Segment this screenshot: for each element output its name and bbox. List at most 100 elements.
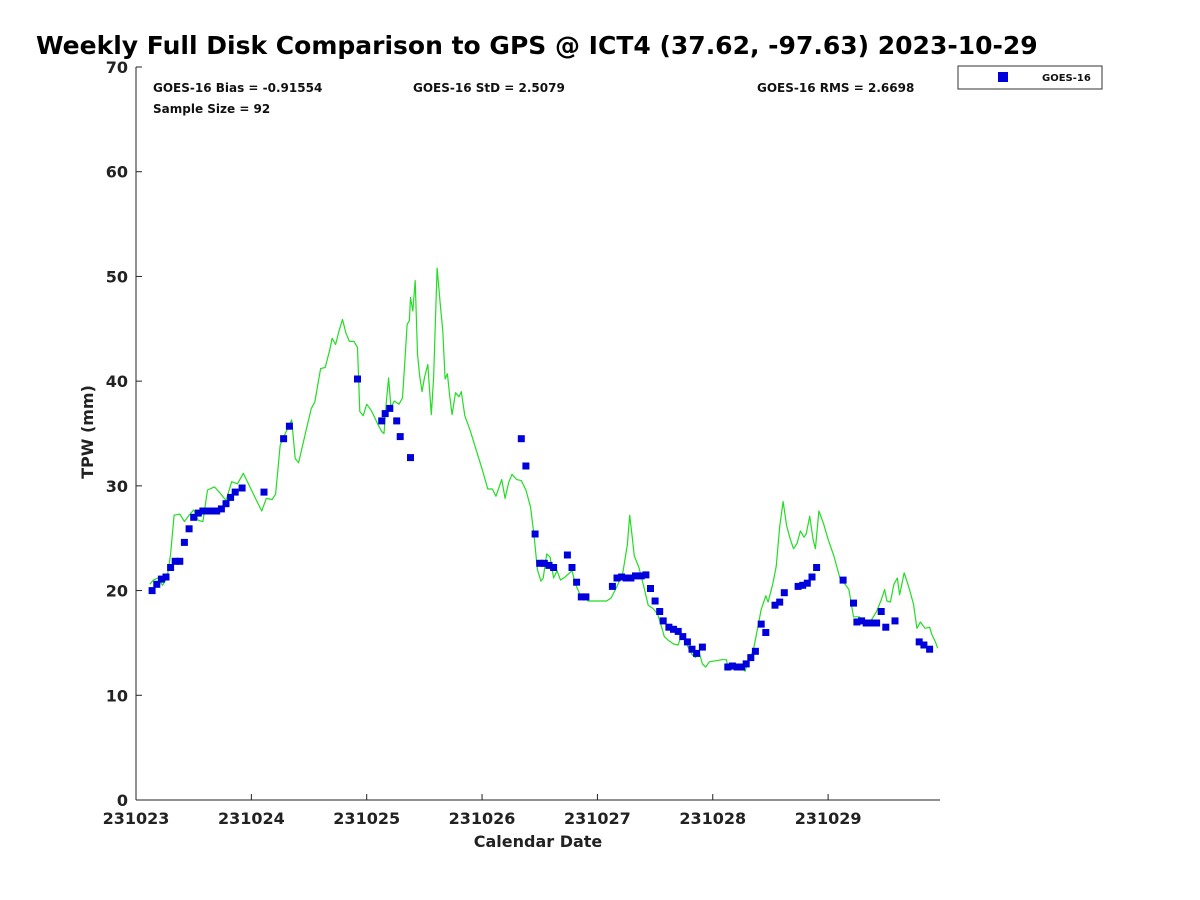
goes16-point	[204, 507, 211, 515]
goes16-point	[176, 557, 184, 565]
goes16-point	[858, 617, 866, 625]
goes16-point	[733, 663, 741, 671]
goes16-point	[751, 647, 759, 655]
goes16-point	[762, 629, 770, 636]
goes16-point	[213, 507, 221, 515]
goes16-point	[632, 572, 639, 580]
goes16-point	[407, 454, 414, 462]
x-ticks: 231023 231024 231025 231026 231027 231028 2310…	[103, 794, 862, 828]
goes16-point	[157, 575, 165, 583]
goes16-point	[794, 582, 802, 590]
goes16-point	[674, 627, 682, 635]
goes16-point	[627, 574, 635, 582]
goes16-point	[803, 579, 811, 587]
goes16-point	[199, 507, 207, 515]
x-tick-label: 231025	[333, 809, 400, 828]
goes16-point	[573, 578, 581, 586]
goes16-point	[167, 564, 175, 571]
goes16-point	[540, 559, 548, 567]
goes16-point	[227, 493, 235, 501]
goes16-point	[171, 557, 179, 565]
y-tick-label: 30	[106, 477, 128, 496]
legend: GOES-16	[957, 65, 1103, 90]
goes16-point	[222, 500, 230, 508]
goes16-point	[693, 649, 701, 657]
goes16-point	[724, 663, 732, 671]
goes16-point	[563, 551, 571, 559]
goes16-point	[396, 433, 404, 441]
goes16-point	[656, 608, 664, 615]
y-ticks: 0 10 20 30 40 50 60 70	[106, 58, 142, 810]
goes16-point	[545, 561, 553, 569]
goes16-point	[742, 660, 750, 668]
goes16-point	[853, 618, 861, 626]
goes16-point	[891, 617, 899, 625]
goes16-point	[613, 574, 621, 582]
y-tick-label: 50	[106, 267, 128, 286]
y-tick-label: 60	[106, 163, 128, 182]
y-tick-label: 0	[117, 791, 128, 810]
goes16-point	[354, 375, 361, 383]
goes16-point	[238, 484, 246, 492]
goes16-point	[190, 513, 198, 521]
goes16-point	[877, 608, 885, 615]
goes16-point	[659, 617, 667, 625]
goes16-point	[867, 619, 875, 627]
goes16-point	[162, 573, 170, 581]
goes16-point	[915, 638, 923, 646]
y-tick-label: 10	[106, 686, 128, 705]
sample-size-stat: Sample Size = 92	[153, 102, 270, 116]
goes16-point	[850, 599, 857, 607]
goes16-point	[531, 530, 539, 538]
goes16-point	[873, 619, 881, 627]
goes16-point	[926, 645, 934, 653]
goes16-point	[862, 619, 870, 627]
goes16-point	[698, 643, 706, 651]
y-tick-label: 20	[106, 582, 128, 601]
goes16-point	[882, 623, 890, 631]
goes16-point	[180, 538, 188, 546]
goes16-point	[618, 573, 626, 581]
x-tick-label: 231029	[795, 809, 862, 828]
series-line	[149, 267, 939, 672]
chart-title: Weekly Full Disk Comparison to GPS @ ICT…	[36, 31, 1038, 60]
goes16-point	[568, 564, 576, 571]
legend-label-goes16: GOES-16	[1042, 73, 1091, 84]
goes16-point	[637, 572, 645, 580]
goes16-point	[185, 525, 193, 533]
series-layer	[148, 267, 939, 672]
goes16-point	[622, 574, 630, 582]
goes16-point	[582, 593, 590, 601]
x-tick-label: 231024	[218, 809, 285, 828]
goes16-point	[148, 587, 156, 595]
goes16-point	[747, 654, 755, 662]
legend-marker-goes16	[998, 72, 1008, 82]
y-axis-label: TPW (mm)	[78, 385, 97, 479]
goes16-point	[839, 576, 847, 584]
goes16-point	[386, 404, 394, 412]
goes16-point	[683, 638, 691, 646]
goes16-point	[550, 564, 558, 571]
goes16-point	[776, 598, 784, 606]
goes16-point	[522, 462, 530, 470]
y-tick-label: 70	[106, 58, 128, 77]
legend-box	[957, 65, 1103, 90]
rms-stat: GOES-16 RMS = 2.6698	[757, 81, 914, 95]
goes16-point	[280, 435, 288, 443]
goes16-point	[780, 589, 788, 597]
goes16-point	[231, 488, 239, 496]
goes16-point	[651, 597, 659, 605]
goes16-point	[813, 564, 821, 571]
goes16-point	[194, 509, 202, 517]
goes16-point	[642, 571, 650, 579]
goes16-point	[285, 422, 293, 430]
x-tick-label: 231028	[679, 809, 746, 828]
goes16-point	[665, 623, 673, 631]
goes16-point	[381, 410, 389, 418]
x-tick-label: 231027	[564, 809, 631, 828]
goes16-point	[679, 633, 687, 641]
goes16-point	[799, 581, 807, 589]
goes16-point	[517, 435, 525, 443]
x-tick-label: 231026	[449, 809, 516, 828]
